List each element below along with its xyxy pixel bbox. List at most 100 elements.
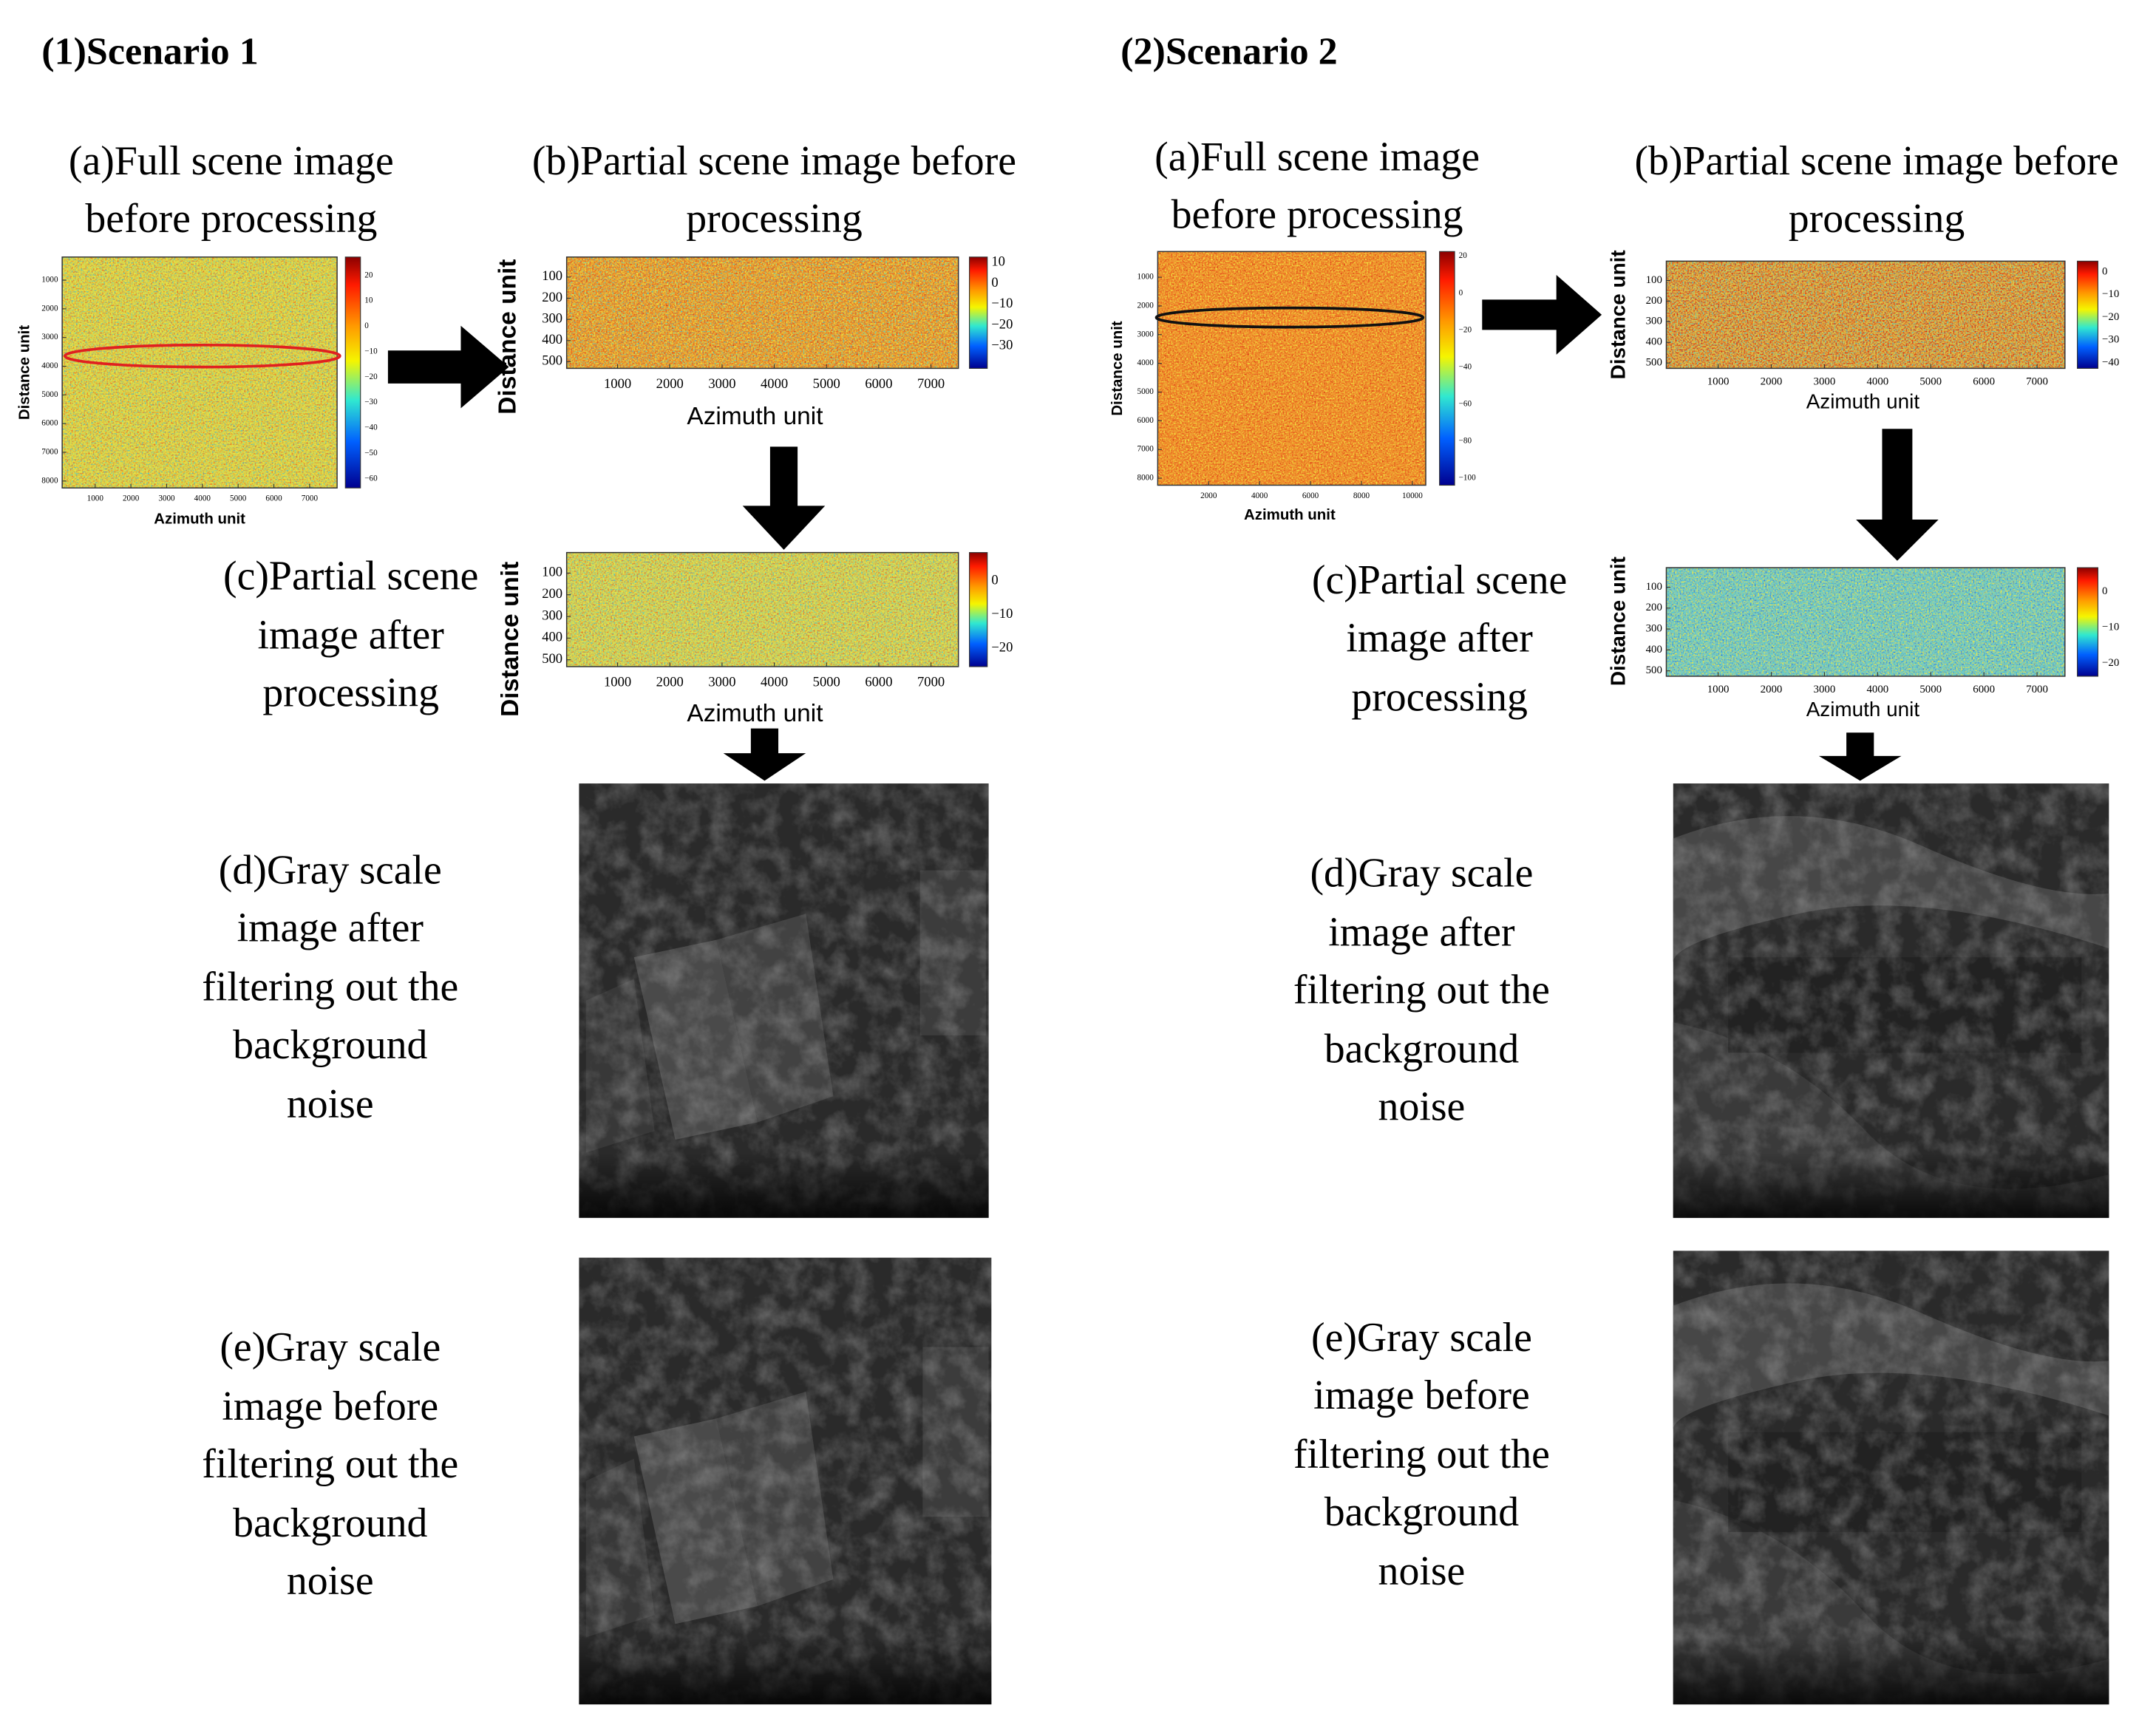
y-tick-label: 5000	[41, 390, 58, 399]
colorbar-tick-label: 10	[364, 296, 373, 305]
x-tick-label: 10000	[1402, 491, 1423, 500]
caption: filtering out the	[1293, 1432, 1550, 1477]
y-tick-label: 500	[542, 651, 562, 667]
x-tick-label: 5000	[1919, 375, 1942, 387]
arrow	[723, 728, 806, 781]
caption: before processing	[85, 196, 377, 242]
colorbar-tick-label: 0	[991, 275, 998, 290]
y-tick-label: 4000	[1137, 358, 1154, 367]
y-tick-label: 300	[542, 608, 562, 623]
y-tick-label: 3000	[41, 333, 58, 341]
x-tick-label: 2000	[1761, 684, 1783, 695]
colorbar	[344, 256, 361, 489]
y-tick-label: 300	[542, 310, 562, 326]
x-tick-label: 6000	[1973, 375, 1995, 387]
colorbar-tick-label: 20	[1459, 251, 1468, 260]
colorbar-tick-label: −60	[364, 474, 378, 483]
x-axis-label: Azimuth unit	[1806, 698, 1920, 721]
caption: filtering out the	[202, 964, 458, 1010]
y-tick-label: 200	[542, 290, 562, 305]
colorbar-tick-label: −50	[364, 449, 378, 457]
caption: noise	[287, 1081, 374, 1127]
heatmap-speckle	[62, 256, 338, 489]
x-tick-label: 6000	[865, 376, 892, 392]
y-axis-label: Distance unit	[497, 562, 524, 717]
caption: noise	[1378, 1548, 1466, 1594]
caption: (e)Gray scale	[220, 1324, 441, 1370]
x-tick-label: 1000	[1707, 375, 1730, 387]
x-tick-label: 5000	[1919, 684, 1942, 695]
x-tick-label: 5000	[230, 494, 247, 503]
y-tick-label: 7000	[41, 448, 58, 457]
y-tick-label: 2000	[41, 304, 58, 313]
caption: filtering out the	[1293, 967, 1550, 1013]
plot-frame	[1665, 567, 2066, 677]
y-tick-label: 2000	[1137, 302, 1154, 310]
x-tick-label: 6000	[1302, 491, 1319, 500]
colorbar-tick-label: −20	[991, 640, 1013, 656]
y-tick-label: 500	[1646, 357, 1662, 369]
y-tick-label: 1000	[41, 276, 58, 285]
grayscale-image	[579, 1257, 992, 1705]
plot-frame	[565, 256, 959, 370]
y-tick-label: 400	[1646, 644, 1662, 656]
colorbar-tick-label: −60	[1459, 399, 1472, 408]
x-tick-label: 7000	[302, 494, 319, 503]
y-tick-label: 200	[1646, 295, 1662, 307]
caption: image before	[222, 1384, 438, 1429]
x-tick-label: 6000	[865, 675, 892, 690]
colorbar-tick-label: −20	[2102, 657, 2119, 669]
y-tick-label: 400	[1646, 336, 1662, 348]
y-tick-label: 5000	[1137, 387, 1154, 396]
selection-ellipse	[1154, 306, 1425, 329]
x-tick-label: 6000	[265, 494, 282, 503]
x-tick-label: 3000	[708, 376, 735, 392]
colorbar	[2076, 567, 2099, 677]
y-tick-label: 400	[542, 332, 562, 347]
caption: processing	[1351, 674, 1528, 720]
caption: (d)Gray scale	[1310, 850, 1533, 896]
grayscale-image	[579, 783, 989, 1218]
caption: image after	[237, 905, 424, 951]
scenario-title: (1)Scenario 1	[41, 30, 259, 72]
colorbar-tick-label: −40	[1459, 362, 1472, 371]
y-tick-label: 4000	[41, 361, 58, 370]
colorbar-tick-label: −80	[1459, 437, 1472, 446]
caption: (c)Partial scene	[1312, 557, 1567, 603]
x-tick-label: 7000	[2026, 684, 2048, 695]
panels: (1)Scenario 1 (a)Full scene image before p…	[16, 30, 2119, 1705]
image-shade	[1673, 783, 2109, 1218]
y-tick-label: 7000	[1137, 445, 1154, 454]
y-axis-label: Distance unit	[16, 325, 33, 421]
x-tick-label: 4000	[194, 494, 211, 503]
arrow	[1818, 732, 1902, 781]
caption: image after	[1346, 615, 1533, 661]
colorbar-tick-label: 0	[2102, 265, 2107, 277]
x-axis-label: Azimuth unit	[154, 510, 245, 527]
x-tick-label: 5000	[813, 376, 840, 392]
y-axis-label: Distance unit	[1109, 321, 1126, 416]
arrow	[387, 325, 509, 409]
colorbar-tick-label: −20	[991, 316, 1013, 332]
image-shade	[1673, 1251, 2109, 1705]
colorbar	[969, 256, 988, 369]
x-axis-label: Azimuth unit	[1806, 389, 1920, 412]
colorbar-tick-label: −10	[2102, 621, 2119, 633]
x-tick-label: 1000	[87, 494, 104, 503]
colorbar-tick-label: −10	[364, 347, 378, 355]
caption: processing	[262, 670, 439, 716]
grayscale-image	[1673, 783, 2109, 1218]
y-axis-label: Distance unit	[1607, 250, 1630, 379]
x-tick-label: 2000	[656, 376, 684, 392]
caption: image after	[1328, 909, 1515, 955]
scenario-title: (2)Scenario 2	[1120, 30, 1338, 72]
caption: noise	[287, 1558, 374, 1604]
plot-frame	[1157, 251, 1426, 486]
colorbar	[2076, 260, 2099, 369]
caption: (c)Partial scene	[223, 554, 478, 599]
x-tick-label: 1000	[604, 675, 631, 690]
colorbar-tick-label: −20	[364, 372, 378, 381]
caption: processing	[1789, 196, 1965, 242]
arrow	[1856, 429, 1939, 561]
caption: filtering out the	[202, 1441, 458, 1487]
